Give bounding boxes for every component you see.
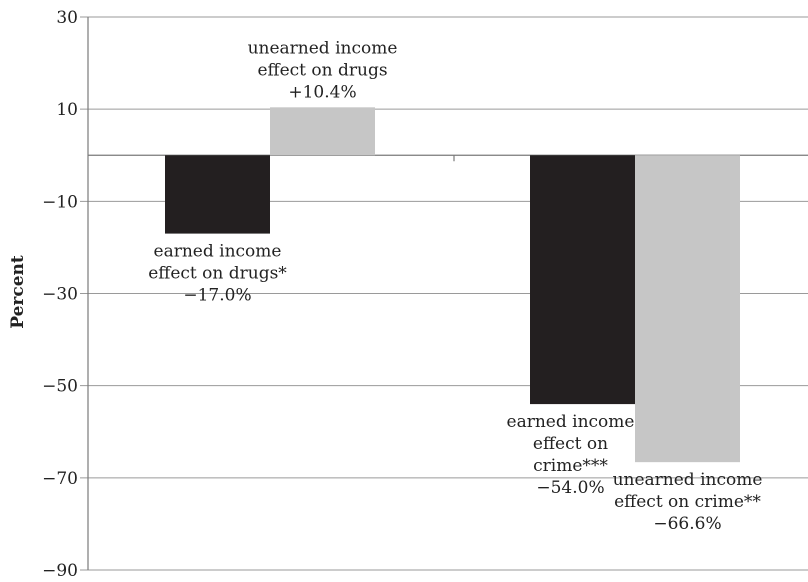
data-label: effect on drugs bbox=[257, 60, 387, 80]
y-tick-label: 10 bbox=[56, 100, 78, 120]
bar bbox=[165, 155, 270, 234]
data-label: +10.4% bbox=[288, 82, 356, 102]
data-label: earned income bbox=[507, 412, 635, 432]
data-label: effect on bbox=[533, 434, 608, 454]
bars bbox=[165, 107, 740, 463]
y-tick-labels: 30 10 −10 −30 −50 −70 −90 bbox=[42, 8, 78, 581]
bar bbox=[635, 155, 740, 463]
bar bbox=[530, 155, 635, 405]
data-label: −66.6% bbox=[653, 514, 721, 534]
y-tick-label: −70 bbox=[42, 469, 78, 489]
data-label: earned income bbox=[154, 242, 282, 262]
data-label: −54.0% bbox=[536, 478, 604, 498]
data-label: −17.0% bbox=[183, 286, 251, 306]
y-tick-label: −50 bbox=[42, 377, 78, 397]
data-label: unearned income bbox=[613, 470, 763, 490]
data-label: effect on crime** bbox=[614, 492, 761, 512]
y-tick-label: −90 bbox=[42, 561, 78, 581]
data-label: crime*** bbox=[533, 456, 608, 476]
bar bbox=[270, 107, 375, 156]
y-tick-label: 30 bbox=[56, 8, 78, 28]
data-label: unearned income bbox=[248, 38, 398, 58]
data-label: effect on drugs* bbox=[148, 264, 287, 284]
y-tick-label: −10 bbox=[42, 192, 78, 212]
y-axis-label: Percent bbox=[8, 255, 28, 329]
y-tick-label: −30 bbox=[42, 285, 78, 305]
